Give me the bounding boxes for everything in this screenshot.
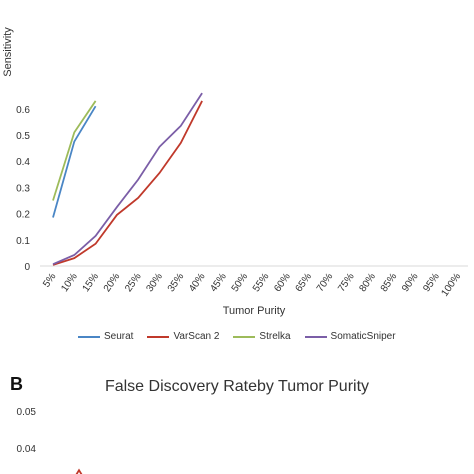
x-tick-label: 30% <box>144 271 165 294</box>
x-tick-label: 100% <box>439 271 463 298</box>
legend-label: SomaticSniper <box>330 331 396 342</box>
legend-swatch <box>78 335 100 338</box>
x-tick-label: 85% <box>379 271 400 294</box>
legend-label: Strelka <box>259 331 291 342</box>
series-lines <box>75 468 83 474</box>
x-tick-label: 35% <box>166 271 187 294</box>
sensitivity-chart: 0 0.1 0.2 0.3 0.4 0.5 0.6 5% 10% 15% 20% 25% 30% 35%… <box>2 27 468 317</box>
x-tick-label: 20% <box>102 271 123 294</box>
x-tick-label: 45% <box>208 271 229 294</box>
x-tick-label: 65% <box>294 271 315 294</box>
y-axis-ticks: 0.05 0.04 <box>17 407 37 455</box>
y-axis-ticks: 0 0.1 0.2 0.3 0.4 0.5 0.6 <box>16 105 30 273</box>
fdr-chart: 0.05 0.04 <box>17 407 83 474</box>
y-axis-label: Sensitivity <box>2 27 14 77</box>
y-tick-label: 0.6 <box>16 105 30 116</box>
series-line <box>52 100 203 266</box>
series-line <box>52 100 97 201</box>
chart-legend: Seurat VarScan 2 Strelka SomaticSniper <box>78 331 410 342</box>
series-line <box>75 468 83 474</box>
legend-label: VarScan 2 <box>173 331 220 342</box>
panel-b-label: B <box>10 374 23 394</box>
y-tick-label: 0.1 <box>16 236 30 247</box>
legend-item: SomaticSniper <box>304 331 396 342</box>
legend-item: Strelka <box>233 331 291 342</box>
x-tick-label: 70% <box>315 271 336 294</box>
y-tick-label: 0.3 <box>16 183 30 194</box>
x-tick-label: 15% <box>81 271 102 294</box>
y-tick-label: 0.2 <box>16 210 30 221</box>
x-tick-label: 90% <box>400 271 421 294</box>
series-lines <box>52 92 203 266</box>
x-tick-label: 55% <box>251 271 272 294</box>
x-tick-label: 80% <box>357 271 378 294</box>
y-tick-label: 0.5 <box>16 131 30 142</box>
y-tick-label: 0 <box>24 262 30 273</box>
x-tick-label: 95% <box>421 271 442 294</box>
legend-swatch <box>304 335 327 338</box>
legend-item: Seurat <box>78 331 133 342</box>
x-tick-label: 5% <box>41 271 58 289</box>
series-line <box>52 105 97 218</box>
legend-swatch <box>233 335 256 338</box>
x-tick-label: 10% <box>59 271 80 294</box>
y-tick-label: 0.04 <box>17 444 37 455</box>
x-tick-label: 25% <box>123 271 144 294</box>
x-tick-label: 60% <box>272 271 293 294</box>
series-line <box>52 92 203 265</box>
x-tick-label: 75% <box>336 271 357 294</box>
chart-b-title: False Discovery Rateby Tumor Purity <box>104 378 370 395</box>
x-axis-label: Tumor Purity <box>223 305 286 317</box>
legend-swatch <box>147 335 170 338</box>
y-tick-label: 0.05 <box>17 407 37 418</box>
x-tick-label: 50% <box>230 271 251 294</box>
legend-item: VarScan 2 <box>147 331 219 342</box>
y-tick-label: 0.4 <box>16 157 30 168</box>
x-tick-label: 40% <box>187 271 208 294</box>
x-axis-ticks: 5% 10% 15% 20% 25% 30% 35% 40% 45% 50% 55% 60% 65% 70… <box>41 271 463 298</box>
legend-label: Seurat <box>104 331 134 342</box>
